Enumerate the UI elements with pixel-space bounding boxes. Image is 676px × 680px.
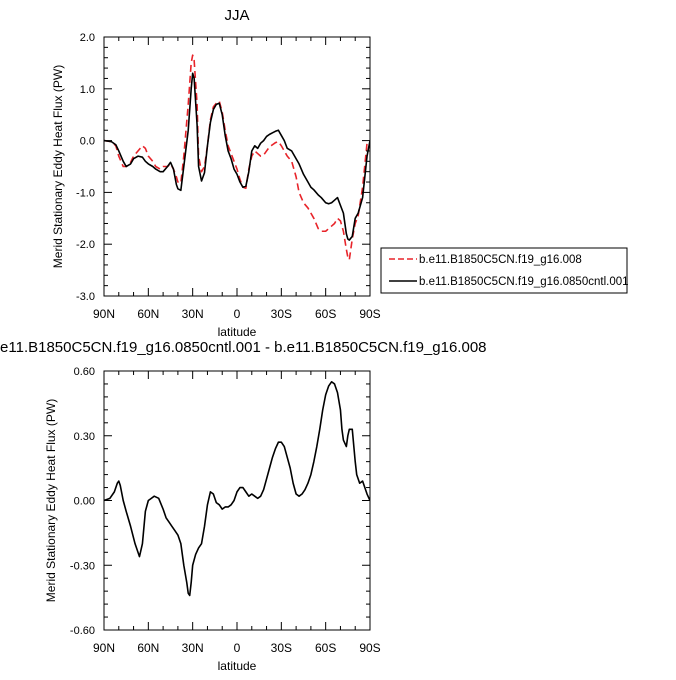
legend-entry-1: b.e11.B1850C5CN.f19_g16.008 (419, 254, 582, 266)
y-tick-label: 0.00 (74, 496, 95, 508)
x-tick-label: 30N (182, 641, 204, 655)
x-axis-label: latitude (218, 325, 257, 339)
x-axis-label: latitude (218, 659, 257, 673)
series-line-1 (104, 380, 370, 597)
x-tick-label: 0 (234, 307, 241, 321)
y-tick-label: 1.0 (80, 84, 95, 96)
y-tick-label: -0.30 (70, 560, 95, 572)
y-tick-label: -0.60 (70, 625, 95, 637)
y-tick-label: 2.0 (80, 32, 95, 44)
chart-1: JJA 90N 60N 30N 0 30S 60S 90S -3.0 -2.0 -1.0 0.0 1.0… (51, 7, 381, 339)
x-tick-label: 30N (182, 307, 204, 321)
y-tick-label: -3.0 (76, 291, 95, 303)
chart-title: JJA (224, 7, 249, 24)
x-tick-label: 90N (93, 307, 115, 321)
x-tick-label: 60S (315, 641, 336, 655)
plot-frame (103, 370, 371, 631)
legend: b.e11.B1850C5CN.f19_g16.008 b.e11.B1850C5… (380, 247, 629, 294)
series-group (104, 380, 370, 597)
y-tick-label: 0.30 (74, 431, 95, 443)
x-tick-label: 60S (315, 307, 336, 321)
chart-title: b.e11.B1850C5CN.f19_g16.0850cntl.001 - b… (0, 339, 486, 356)
y-tick-label: -2.0 (76, 239, 95, 251)
x-tick-label: 90S (359, 641, 380, 655)
series-line-1 (104, 54, 370, 261)
legend-entry-2: b.e11.B1850C5CN.f19_g16.0850cntl.001 (419, 276, 629, 288)
chart-2: b.e11.B1850C5CN.f19_g16.0850cntl.001 - b… (0, 339, 486, 673)
y-tick-label: 0.0 (80, 136, 95, 148)
x-tick-label: 90S (359, 307, 380, 321)
series-group (104, 54, 370, 261)
x-tick-label: 60N (137, 307, 159, 321)
x-tick-label: 0 (234, 641, 241, 655)
y-axis-label: Merid Stationary Eddy Heat Flux (PW) (44, 399, 58, 602)
plot-frame (103, 36, 371, 297)
x-tick-label: 60N (137, 641, 159, 655)
x-tick-label: 90N (93, 641, 115, 655)
y-tick-label: 0.60 (74, 366, 95, 378)
y-tick-label: -1.0 (76, 187, 95, 199)
x-tick-label: 30S (271, 641, 292, 655)
y-axis-label: Merid Stationary Eddy Heat Flux (PW) (51, 65, 65, 268)
series-line-2 (104, 72, 370, 241)
x-tick-label: 30S (271, 307, 292, 321)
legend-box (380, 247, 628, 294)
